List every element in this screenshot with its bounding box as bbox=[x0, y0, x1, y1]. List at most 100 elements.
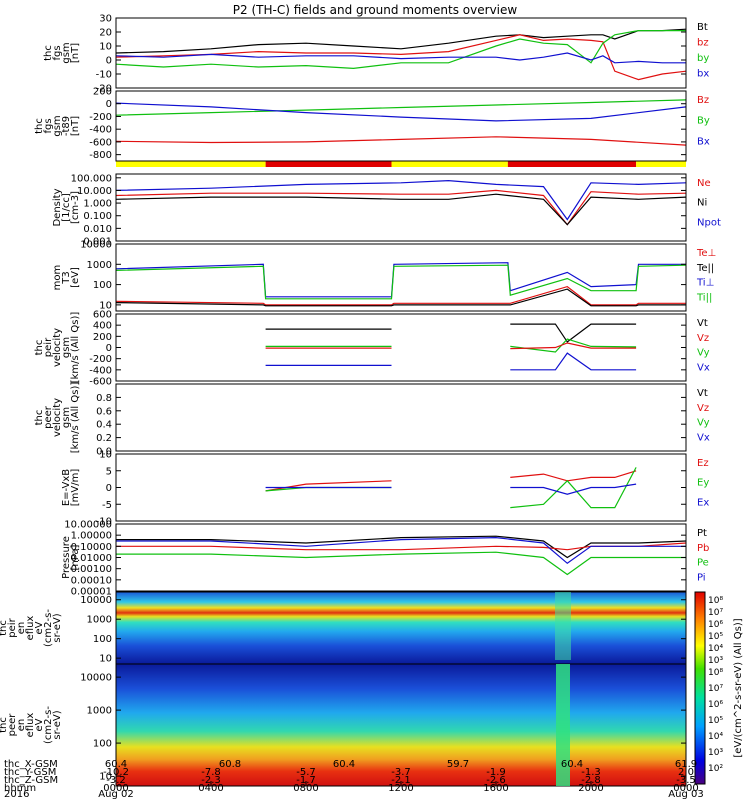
y-tick-label: 0 bbox=[106, 343, 112, 354]
colorbar-tick-label: 10⁵ bbox=[708, 716, 723, 726]
fgs-series-1 bbox=[115, 34, 687, 81]
electron-velocity-frame bbox=[115, 383, 687, 452]
density-frame bbox=[115, 173, 687, 242]
y-axis-label: mom bbox=[52, 265, 63, 291]
y-tick-label: 0.6 bbox=[96, 406, 112, 417]
legend-entry: Ey bbox=[697, 478, 709, 489]
panel-pressure: 10.000001.000000.100000.010000.001000.00… bbox=[61, 520, 709, 598]
time-axis-value: 0000 bbox=[103, 783, 128, 794]
legend-entry: bx bbox=[697, 69, 709, 80]
y-axis-label: Density bbox=[52, 188, 63, 226]
y-tick-label: -400 bbox=[89, 365, 112, 376]
y-axis-label: en bbox=[16, 719, 27, 732]
legend-entry: Ez bbox=[697, 458, 709, 469]
y-axis-label: eV bbox=[34, 718, 45, 731]
y-tick-label: 0.00100 bbox=[71, 564, 112, 575]
pressure-series-0 bbox=[116, 535, 687, 559]
legend-entry: by bbox=[697, 53, 709, 64]
legend-entry: Pe bbox=[697, 558, 709, 569]
density-series-1 bbox=[115, 189, 687, 226]
y-tick-label: -200 bbox=[89, 112, 112, 123]
time-axis-value: -2.1 bbox=[391, 775, 411, 786]
legend-entry: Pi bbox=[697, 572, 706, 583]
legend-entry: Ti⊥ bbox=[696, 278, 714, 289]
y-tick-label: -20 bbox=[96, 84, 112, 95]
colorbar-tick-label: 10⁴ bbox=[708, 644, 723, 654]
y-tick-label: 0.8 bbox=[96, 393, 112, 404]
time-axis-value: -3.7 bbox=[391, 767, 411, 778]
legend-entry: Bz bbox=[697, 95, 709, 106]
time-axis-value: -1.7 bbox=[296, 775, 316, 786]
y-tick-label: 0.010 bbox=[83, 224, 112, 235]
temperature-frame bbox=[115, 243, 687, 312]
time-axis-value: 60.4 bbox=[105, 759, 127, 770]
time-axis-value: -2.8 bbox=[581, 775, 601, 786]
time-axis-row-label: hhmm bbox=[4, 783, 36, 794]
density-series-0 bbox=[115, 179, 687, 221]
legend-entry: By bbox=[697, 116, 710, 127]
time-axis-value: 60.8 bbox=[219, 759, 241, 770]
time-axis-value: -1.3 bbox=[581, 767, 601, 778]
y-tick-label: 0.001 bbox=[83, 237, 112, 248]
y-axis-label: eflux bbox=[25, 713, 36, 738]
legend-entry: bz bbox=[697, 38, 709, 49]
colorbar-scale bbox=[694, 591, 706, 785]
y-axis-label: [1/cc] bbox=[61, 193, 72, 222]
electron-spectrogram-image bbox=[116, 664, 686, 786]
legend-entry: Te⊥ bbox=[696, 248, 716, 259]
temperature-series-3 bbox=[115, 288, 686, 307]
time-axis-year: 2016 bbox=[4, 789, 29, 800]
y-axis-label: fgs bbox=[43, 118, 54, 133]
fgs-model-series-1 bbox=[115, 99, 687, 116]
y-tick-label: 5 bbox=[106, 466, 112, 477]
fgs-series-3 bbox=[115, 52, 686, 64]
y-tick-label: 0.4 bbox=[96, 420, 112, 431]
legend-entry: Pb bbox=[697, 543, 709, 554]
legend-entry: Vx bbox=[697, 362, 710, 373]
time-axis-value: 60.4 bbox=[333, 759, 355, 770]
y-axis-label: peer bbox=[7, 713, 18, 737]
y-axis-label: velocity bbox=[52, 328, 63, 367]
fgs-series-0 bbox=[115, 28, 687, 54]
electron-spectrogram-dropout bbox=[556, 664, 570, 786]
legend-entry: Ex bbox=[697, 497, 709, 508]
y-tick-label: 30 bbox=[99, 14, 112, 25]
panel-efield: 10 5 0 -5 -10 E=-VxB[mV/m] Ez Ey Ex bbox=[61, 450, 709, 528]
fgs-model-frame bbox=[115, 90, 687, 162]
pressure-series-2 bbox=[116, 551, 686, 576]
legend-entry: Vx bbox=[697, 432, 710, 443]
y-tick-label: 10 bbox=[99, 450, 112, 461]
colorbar-tick-label: 10⁸ bbox=[708, 668, 723, 678]
y-tick-label: 0.10000 bbox=[71, 542, 112, 553]
y-axis-label: E=-VxB bbox=[61, 469, 72, 506]
y-tick-label: 0 bbox=[106, 99, 112, 110]
time-axis-value: 59.7 bbox=[447, 759, 469, 770]
time-axis-end-date: Aug 03 bbox=[668, 789, 703, 800]
panels: 3020100-10-20thcfgsgsm[nT]Btbzbybx2000-2… bbox=[0, 14, 721, 787]
spectrogram-features bbox=[555, 592, 571, 786]
y-axis-label: [mV/m] bbox=[70, 469, 81, 507]
density-series-2 bbox=[115, 193, 687, 226]
y-axis-label: [cm-3] bbox=[70, 191, 81, 224]
y-axis-label: thc bbox=[34, 118, 45, 134]
y-axis-label: thc bbox=[0, 620, 9, 636]
y-tick-label: 20 bbox=[99, 28, 112, 39]
y-tick-label: 1.000 bbox=[83, 199, 112, 210]
colorbar-tick-label: 10⁶ bbox=[708, 700, 723, 710]
legend-entry: Bt bbox=[697, 22, 708, 33]
time-axis-value: -1.9 bbox=[486, 767, 506, 778]
y-axis-label: peir bbox=[43, 337, 54, 357]
y-tick-label: 0.00010 bbox=[71, 575, 112, 586]
y-tick-label: -5 bbox=[102, 500, 112, 511]
y-tick-label: 0.00001 bbox=[71, 587, 112, 598]
ion-spectrogram-dropout bbox=[555, 592, 571, 660]
y-tick-label: 10 bbox=[99, 300, 112, 311]
time-axis-row-label: thc_Y-GSM bbox=[4, 767, 56, 778]
y-axis-label: fgs bbox=[52, 45, 63, 60]
legend-entry: Vt bbox=[697, 318, 708, 329]
y-tick-label: -200 bbox=[89, 354, 112, 365]
y-tick-label: 10 bbox=[99, 654, 112, 665]
legend-entry: Vz bbox=[697, 333, 709, 344]
